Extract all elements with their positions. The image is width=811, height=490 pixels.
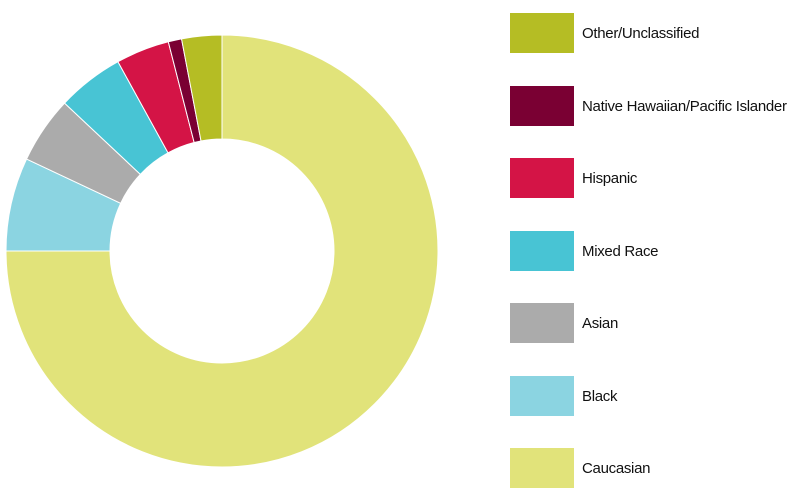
legend-label: Asian	[582, 314, 619, 332]
legend-item-native-hawaiian-pacific-islander: Native Hawaiian/Pacific Islander	[510, 86, 787, 126]
legend-swatch	[510, 303, 574, 343]
legend-item-mixed-race: Mixed Race	[510, 231, 659, 271]
legend-swatch	[510, 376, 574, 416]
legend-item-black: Black	[510, 376, 617, 416]
legend-item-other-unclassified: Other/Unclassified	[510, 13, 699, 53]
legend-swatch	[510, 86, 574, 126]
slice-caucasian	[5, 34, 439, 468]
legend-swatch	[510, 231, 574, 271]
donut-slices	[5, 34, 439, 468]
legend-label: Mixed Race	[582, 242, 659, 260]
legend-swatch	[510, 13, 574, 53]
legend-swatch	[510, 448, 574, 488]
legend-label: Other/Unclassified	[582, 24, 700, 42]
chart-legend: Other/Unclassified Native Hawaiian/Pacifi…	[510, 0, 811, 490]
legend-label: Hispanic	[582, 169, 638, 187]
legend-label: Black	[582, 387, 618, 405]
slice-other-unclassified	[180, 34, 223, 142]
legend-swatch	[510, 158, 574, 198]
legend-item-caucasian: Caucasian	[510, 448, 650, 488]
legend-item-hispanic: Hispanic	[510, 158, 637, 198]
legend-item-asian: Asian	[510, 303, 618, 343]
legend-label: Native Hawaiian/Pacific Islander	[582, 97, 787, 115]
legend-label: Caucasian	[582, 459, 651, 477]
